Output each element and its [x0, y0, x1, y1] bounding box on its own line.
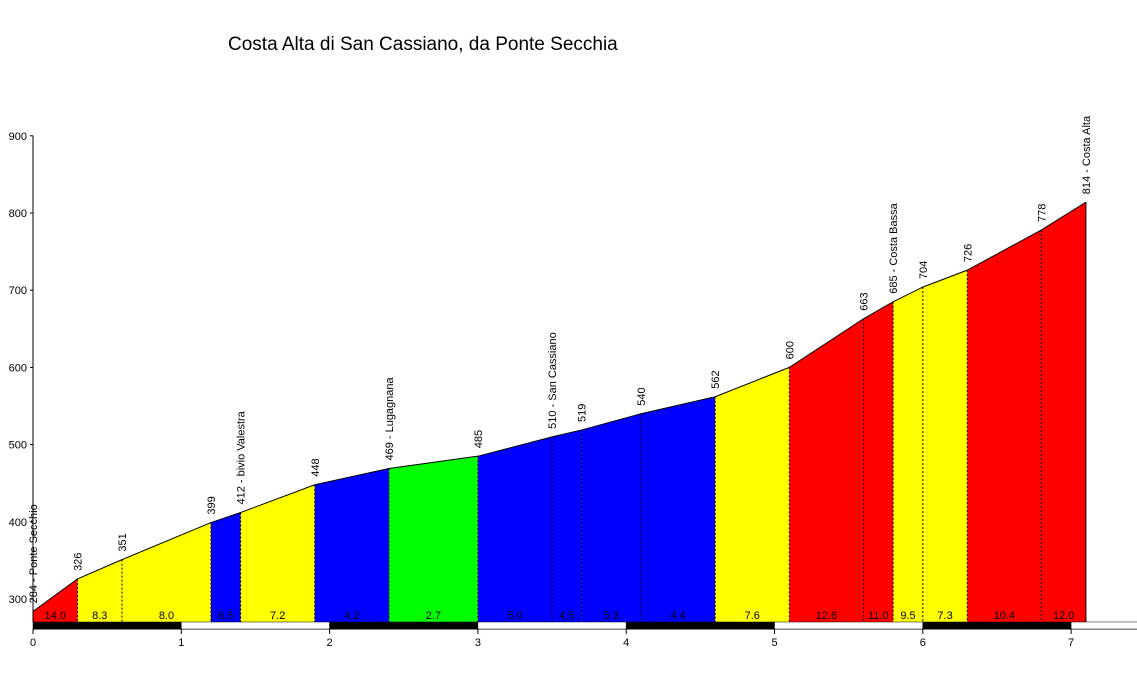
segment-fill-13 — [863, 301, 894, 622]
segment-fill-6 — [388, 456, 478, 622]
point-label-7: 485 — [473, 430, 485, 448]
point-label-4: 412 - bivio Valestra — [236, 410, 248, 504]
gradient-label-2: 8.0 — [159, 610, 174, 622]
y-tick-label-900: 900 — [9, 131, 27, 143]
chart-title: Costa Alta di San Cassiano, da Ponte Sec… — [228, 34, 618, 55]
segment-fill-14 — [893, 287, 923, 622]
x-tick-label-5: 5 — [771, 637, 777, 649]
gradient-label-16: 10.4 — [994, 610, 1015, 622]
segment-fill-3 — [210, 512, 241, 622]
segment-fill-16 — [967, 229, 1042, 622]
segment-fill-11 — [715, 367, 790, 622]
segment-fill-8 — [552, 429, 582, 622]
x-tick-label-0: 0 — [30, 637, 36, 649]
point-label-15: 704 — [918, 261, 930, 279]
point-label-5: 448 — [310, 458, 322, 476]
segment-fill-15 — [922, 270, 968, 622]
segment-fill-0 — [33, 578, 78, 622]
x-tick-label-2: 2 — [327, 637, 333, 649]
point-label-2: 351 — [117, 533, 129, 551]
scale-bar-6 — [922, 621, 1072, 630]
x-tick-label-4: 4 — [623, 637, 629, 649]
point-label-9: 519 — [577, 404, 589, 422]
y-tick-label-700: 700 — [9, 285, 27, 297]
x-tick-label-7: 7 — [1068, 637, 1074, 649]
point-label-8: 510 - San Cassiano — [547, 332, 559, 429]
point-label-1: 326 — [72, 553, 84, 571]
point-label-0: 284 - Ponte Secchio — [28, 504, 40, 603]
gradient-label-5: 4.2 — [344, 610, 359, 622]
y-tick-label-600: 600 — [9, 362, 27, 374]
point-label-18: 814 - Costa Alta — [1081, 115, 1093, 194]
gradient-label-4: 7.2 — [270, 610, 285, 622]
gradient-label-15: 7.3 — [937, 610, 952, 622]
point-label-6: 469 - Lugagnana — [384, 376, 396, 460]
segment-fill-2 — [121, 522, 211, 622]
gradient-label-11: 7.6 — [745, 610, 760, 622]
y-tick-label-300: 300 — [9, 594, 27, 606]
point-labels: 284 - Ponte Secchio 326 351 399 412 - bivio … — [28, 115, 1093, 603]
scale-bar-0 — [32, 621, 182, 630]
y-tick-label-800: 800 — [9, 208, 27, 220]
gradient-label-12: 12.6 — [816, 610, 837, 622]
segment-fill-12 — [789, 318, 864, 622]
y-tick-label-400: 400 — [9, 517, 27, 529]
point-label-10: 540 — [636, 387, 648, 405]
segment-fill-1 — [77, 559, 122, 622]
gradient-label-7: 5.0 — [507, 610, 522, 622]
point-label-16: 726 — [962, 244, 974, 262]
profile-outline — [32, 201, 1087, 612]
scale-bar-3 — [477, 621, 627, 630]
scale-bar-5 — [774, 621, 924, 630]
gradient-label-8: 4.5 — [559, 610, 574, 622]
segment-fills — [33, 202, 1086, 622]
segment-dividers — [76, 202, 1087, 622]
gradient-label-13: 11.0 — [868, 610, 889, 622]
scale-bar-2 — [329, 621, 479, 630]
point-label-13: 663 — [858, 292, 870, 310]
profile-line — [32, 201, 1087, 612]
scale-bar-4 — [625, 621, 775, 630]
x-tick-label-6: 6 — [920, 637, 926, 649]
gradient-label-17: 12.0 — [1053, 610, 1074, 622]
axes: 300 400 500 600 700 800 900 — [9, 131, 34, 622]
segment-fill-7 — [477, 436, 553, 622]
gradient-label-9: 5.3 — [604, 610, 619, 622]
scale-bar-7 — [1070, 621, 1137, 630]
point-label-12: 600 — [784, 341, 796, 359]
gradient-label-0: 14.0 — [45, 610, 66, 622]
segment-fill-17 — [1041, 202, 1086, 622]
y-tick-label-500: 500 — [9, 440, 27, 452]
scale-bar-1 — [181, 621, 330, 630]
gradient-labels: 14.0 8.3 8.0 6.5 7.2 4.2 2.7 5.0 4.5 5.3 4.4 7.6 12.… — [45, 610, 1075, 622]
x-tick-label-1: 1 — [178, 637, 184, 649]
segment-fill-4 — [240, 484, 315, 622]
gradient-label-3: 6.5 — [218, 610, 233, 622]
gradient-label-10: 4.4 — [670, 610, 685, 622]
point-label-3: 399 — [206, 496, 218, 514]
gradient-label-1: 8.3 — [92, 610, 107, 622]
distance-scale-bar: 0 1 2 3 4 5 6 7 — [30, 621, 1137, 649]
point-label-14: 685 - Costa Bassa — [888, 202, 900, 293]
point-label-11: 562 — [710, 370, 722, 388]
gradient-label-6: 2.7 — [426, 610, 441, 622]
x-tick-label-3: 3 — [475, 637, 481, 649]
segment-fill-10 — [641, 396, 716, 622]
point-label-17: 778 — [1036, 204, 1048, 222]
gradient-label-14: 9.5 — [900, 610, 915, 622]
segment-fill-5 — [314, 468, 389, 622]
segment-fill-9 — [581, 413, 642, 622]
